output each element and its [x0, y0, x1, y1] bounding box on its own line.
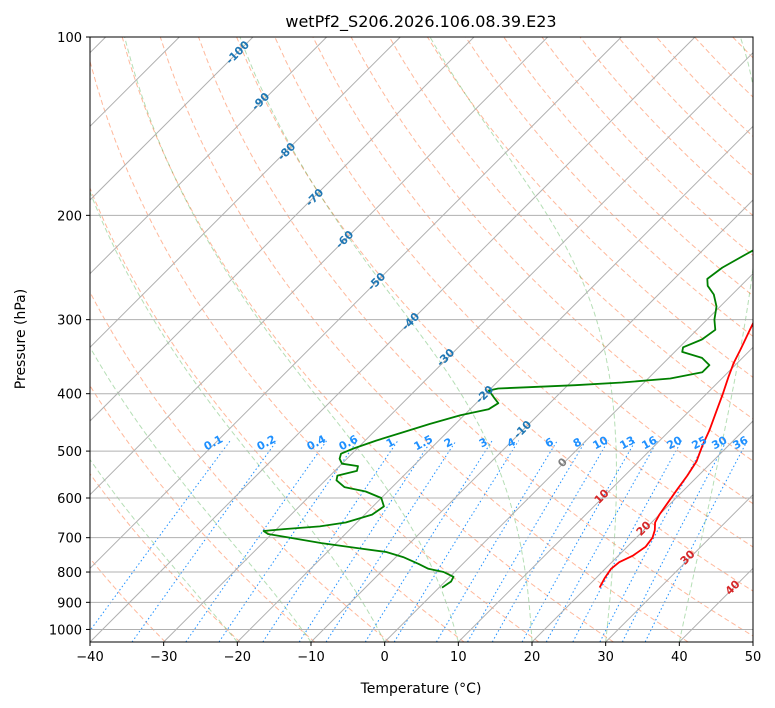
mixing-ratio-label: 36 [731, 433, 751, 452]
y-tick-label: 1000 [49, 623, 82, 638]
x-tick-label: 40 [671, 650, 688, 665]
profile-line [598, 321, 753, 589]
isotherm-line [90, 37, 328, 275]
y-tick-label: 600 [57, 492, 82, 507]
dry-adiabat-line [90, 557, 166, 642]
dry-adiabat-line [121, 37, 614, 642]
mixing-ratio-label: 16 [640, 433, 660, 452]
moist-adiabat-line [90, 190, 386, 642]
x-axis-label: Temperature (°C) [360, 681, 482, 697]
isotherm-line [531, 420, 753, 642]
isotherm-line [752, 641, 753, 642]
x-tick-label: 10 [450, 650, 467, 665]
y-tick-label: 200 [57, 209, 82, 224]
dry-adiabat-line [90, 291, 390, 642]
isotherm-line [90, 37, 622, 570]
chart-title: wetPf2_S206.2026.106.08.39.E23 [285, 12, 556, 32]
mixing-ratio-line [325, 440, 457, 642]
plot-frame [89, 36, 754, 643]
profile-series [262, 249, 753, 589]
x-tick-label: 30 [597, 650, 614, 665]
y-tick-label: 300 [57, 314, 82, 329]
mixing-ratio-line [131, 440, 278, 642]
dry-adiabat-line [159, 37, 689, 642]
mixing-ratio-label: 20 [665, 433, 685, 452]
y-tick-label: 400 [57, 388, 82, 403]
moist-adiabat-line [429, 37, 617, 642]
mixing-ratio-line [298, 440, 432, 642]
mixing-ratio-line [491, 440, 609, 642]
mixing-ratio-line [435, 440, 558, 642]
y-axis-label: Pressure (hPa) [13, 289, 29, 389]
y-tick-label: 900 [57, 596, 82, 611]
dry-adiabat-line [771, 37, 775, 642]
mixing-ratio-line [262, 440, 399, 642]
x-tick-label: −40 [76, 650, 103, 665]
mixing-ratio-label: 10 [591, 433, 611, 452]
y-tick-label: 100 [57, 31, 82, 46]
dry-adiabat-line [236, 37, 753, 592]
dry-adiabat-line [198, 37, 753, 637]
isotherm-line [163, 51, 753, 642]
isotherm-line [90, 37, 696, 642]
x-tick-label: −20 [224, 650, 251, 665]
plot-background [90, 37, 753, 642]
mixing-ratio-line [545, 440, 659, 642]
isotherm-line [90, 37, 254, 201]
isotherm-line [310, 199, 753, 642]
isotherm-line [457, 346, 753, 642]
mixing-ratio-line [572, 440, 683, 642]
mixing-ratio-line [364, 440, 493, 642]
dry-adiabat-line [90, 472, 241, 642]
y-tick-label: 800 [57, 566, 82, 581]
x-tick-label: 50 [745, 650, 762, 665]
isotherm-line [90, 37, 401, 349]
mixing-ratio-line [185, 440, 328, 642]
mixing-ratio-label: 13 [618, 434, 638, 453]
isotherm-line [90, 37, 549, 496]
mixing-ratio-line [644, 440, 748, 642]
profile-line [262, 249, 753, 589]
y-tick-label: 700 [57, 532, 82, 547]
mixing-ratio-line [467, 440, 587, 642]
mixing-ratio-label: 30 [710, 433, 730, 452]
x-tick-label: 0 [381, 650, 389, 665]
dry-adiabat-line [350, 37, 753, 462]
dry-adiabat-line [274, 37, 753, 548]
mixing-ratio-line [90, 440, 231, 632]
dry-adiabat-line [90, 59, 540, 642]
moist-adiabat-line [90, 458, 238, 642]
isotherm-line [384, 272, 753, 642]
dry-adiabat-line [503, 37, 753, 297]
isotherm-line [236, 125, 753, 642]
x-tick-label: −10 [297, 650, 324, 665]
background-lines [90, 37, 775, 642]
mixing-ratio-line [521, 440, 637, 642]
moist-adiabat-line [239, 37, 533, 642]
x-tick-label: 20 [524, 650, 541, 665]
mixing-ratio-label: 25 [690, 434, 710, 453]
dry-adiabat-line [90, 384, 316, 642]
moist-adiabat-line [124, 37, 459, 642]
x-tick-label: −30 [150, 650, 177, 665]
isotherm-line [605, 493, 753, 642]
isotherm-line [90, 37, 475, 422]
axis-ticks: −40 −30 −20 −10 0 10 20 30 40 50 100 200 300 400 500 60… [49, 31, 761, 665]
y-tick-label: 500 [57, 445, 82, 460]
dry-adiabat-line [90, 186, 465, 642]
moist-adiabat-line [678, 37, 753, 642]
dry-adiabat-line [426, 37, 753, 378]
